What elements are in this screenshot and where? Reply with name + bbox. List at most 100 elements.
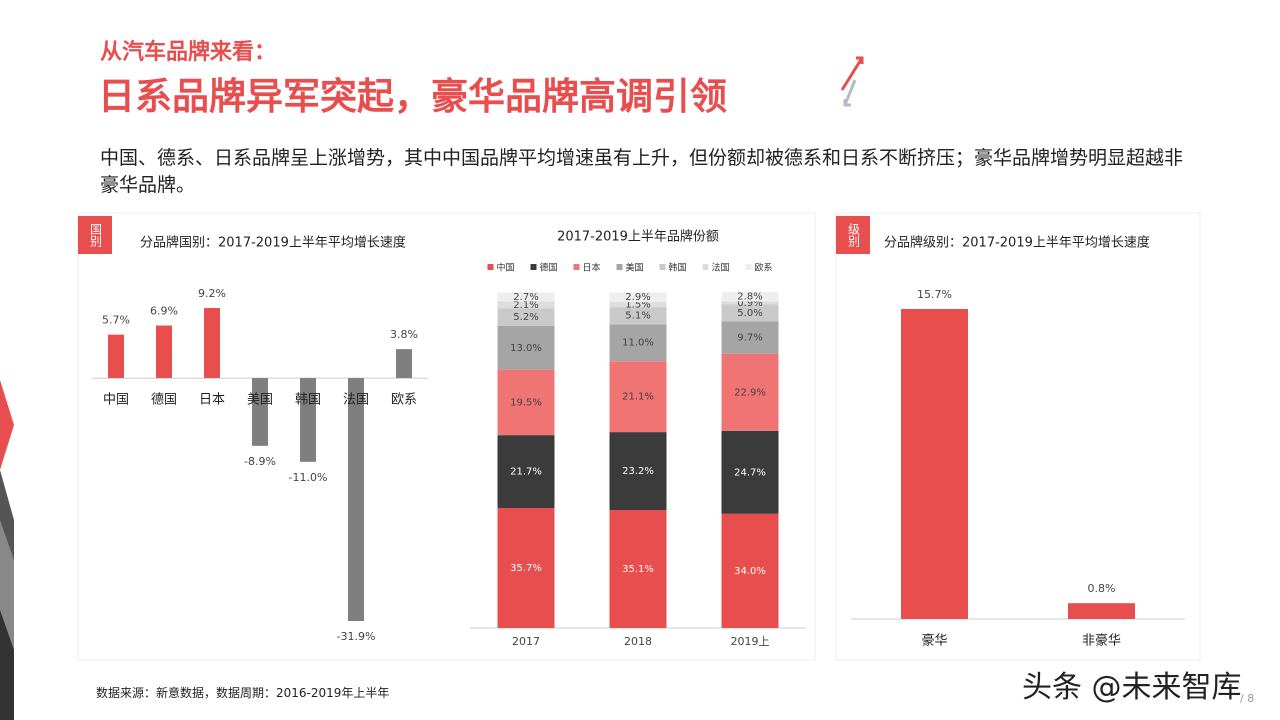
legend-swatch	[702, 264, 709, 270]
x-tick-label: 日本	[199, 393, 225, 408]
bar-segment	[609, 302, 667, 308]
value-label: 5.7%	[102, 314, 130, 327]
bar-segment	[497, 308, 555, 326]
legend-swatch	[573, 264, 580, 270]
value-label: 35.1%	[622, 564, 654, 575]
bar-segment	[721, 513, 779, 628]
bar-segment	[497, 301, 555, 309]
value-label: 15.7%	[917, 288, 952, 301]
x-tick-label: 非豪华	[1082, 633, 1121, 649]
value-label: 35.7%	[510, 563, 542, 574]
legend-label: 日本	[583, 262, 601, 274]
value-label: 9.7%	[737, 333, 762, 344]
page-number: / 8	[1240, 692, 1255, 705]
value-label: 0.9%	[737, 298, 762, 309]
description: 中国、德系、日系品牌呈上涨增势，其中中国品牌平均增速虽有上升，但份额却被德系和日…	[100, 147, 1184, 196]
value-label: -8.9%	[244, 455, 276, 468]
bar-segment	[609, 324, 667, 362]
value-label: 21.1%	[622, 392, 654, 403]
x-tick-label: 中国	[103, 393, 129, 408]
bar-segment	[721, 430, 779, 514]
value-label: 3.8%	[390, 328, 418, 341]
value-label: 2.9%	[625, 292, 650, 303]
value-label: 5.2%	[513, 312, 538, 323]
legend-swatch	[487, 264, 494, 270]
bar-segment	[497, 292, 555, 302]
decor-arrow	[840, 56, 864, 91]
value-label: 22.9%	[734, 387, 766, 398]
value-label: 1.5%	[625, 300, 650, 311]
bar	[204, 308, 220, 379]
legend-swatch	[659, 264, 666, 270]
x-tick-label: 德国	[151, 393, 177, 408]
value-label: 21.7%	[510, 467, 542, 478]
x-tick-label: 韩国	[295, 393, 321, 408]
header-title: 日系品牌异军突起，豪华品牌高调引领	[98, 75, 727, 118]
panel	[835, 212, 1201, 661]
value-label: 5.1%	[625, 311, 650, 322]
legend-label: 美国	[626, 262, 644, 274]
bar-segment	[497, 508, 555, 628]
legend-label: 欧系	[755, 262, 773, 274]
value-label: 24.7%	[734, 467, 766, 478]
legend-label: 德国	[540, 262, 558, 274]
chart-title: 2017-2019上半年品牌份额	[557, 229, 719, 245]
bar-segment	[721, 304, 779, 322]
bar-segment	[609, 510, 667, 628]
header-subtitle: 从汽车品牌来看：	[100, 40, 277, 65]
bar-segment	[609, 432, 667, 511]
bar-segment	[721, 321, 779, 354]
legend-swatch	[745, 264, 752, 270]
value-label: 2.8%	[737, 292, 762, 303]
tag-box	[78, 216, 112, 254]
bar-segment	[497, 325, 555, 370]
value-label: 34.0%	[734, 566, 766, 577]
bar-segment	[721, 301, 779, 305]
legend-swatch	[530, 264, 537, 270]
bar	[252, 378, 268, 446]
x-tick-label: 美国	[247, 393, 273, 408]
bar	[348, 378, 364, 621]
value-label: 11.0%	[622, 338, 654, 349]
bar-segment	[721, 353, 779, 431]
tag-box	[836, 216, 870, 254]
bar	[901, 309, 968, 619]
tag: 级别	[847, 223, 861, 247]
value-label: 6.9%	[150, 305, 178, 318]
bar-segment	[609, 292, 667, 303]
value-label: -31.9%	[337, 630, 376, 643]
panel	[77, 212, 816, 661]
bar-segment	[609, 361, 667, 433]
legend-label: 中国	[497, 262, 515, 274]
value-label: 23.2%	[622, 466, 654, 477]
bar-segment	[721, 292, 779, 302]
legend-label: 法国	[712, 262, 730, 274]
decor-stripe	[0, 380, 14, 470]
bar	[156, 325, 172, 379]
bar	[396, 349, 412, 379]
bar-segment	[497, 435, 555, 509]
value-label: -11.0%	[289, 471, 328, 484]
legend-label: 韩国	[669, 262, 687, 274]
value-label: 2.1%	[513, 300, 538, 311]
legend-swatch	[616, 264, 623, 270]
x-tick-label: 2019上	[731, 635, 770, 648]
value-label: 5.0%	[737, 308, 762, 319]
value-label: 2.7%	[513, 292, 538, 303]
tag: 国别	[89, 223, 103, 247]
value-label: 19.5%	[510, 397, 542, 408]
bar-segment	[609, 307, 667, 325]
value-label: 13.0%	[510, 343, 542, 354]
x-tick-label: 豪华	[921, 633, 947, 649]
decor-stripe	[0, 610, 14, 720]
x-tick-label: 2018	[624, 635, 652, 648]
value-label: 9.2%	[198, 287, 226, 300]
bar-segment	[497, 369, 555, 436]
source: 数据来源：新意数据，数据周期：2016-2019年上半年	[96, 686, 390, 700]
bar	[108, 334, 124, 379]
x-tick-label: 2017	[512, 635, 540, 648]
bar	[300, 378, 316, 462]
decor-arrow	[843, 79, 857, 107]
